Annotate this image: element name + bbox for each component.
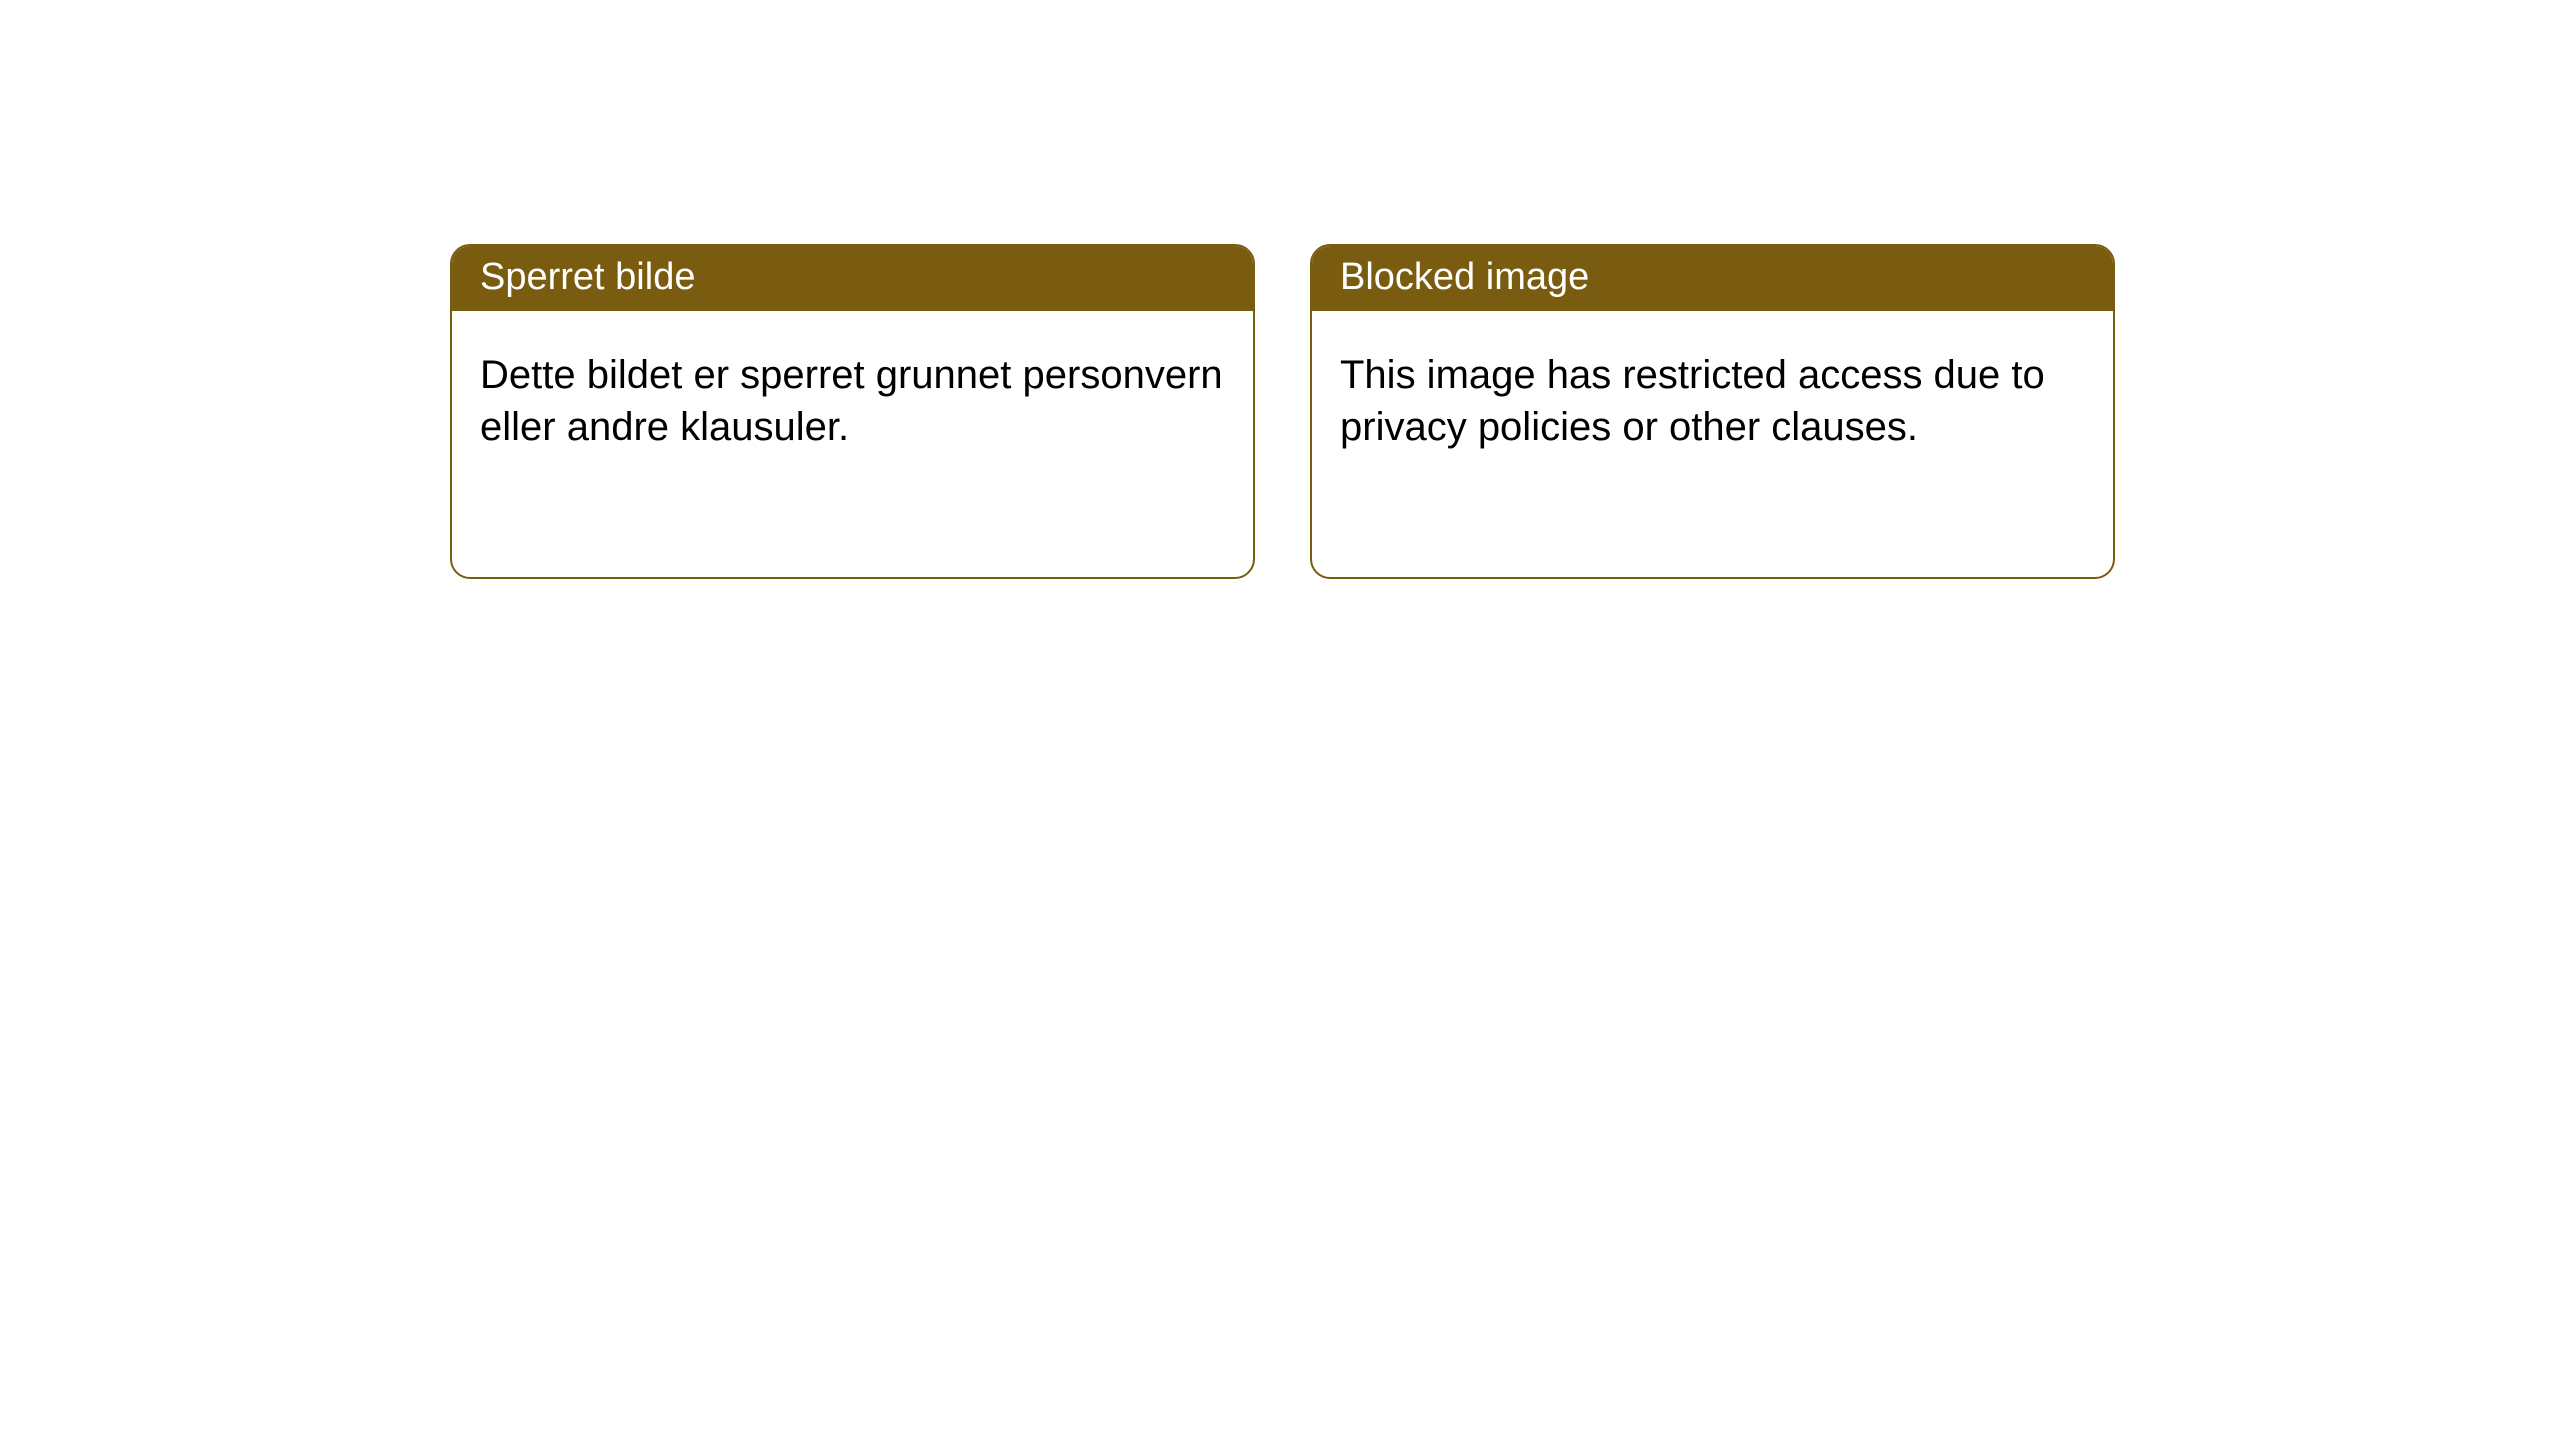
notice-card-title: Blocked image	[1312, 246, 2113, 311]
notice-card-norwegian: Sperret bilde Dette bildet er sperret gr…	[450, 244, 1255, 579]
notice-card-body: Dette bildet er sperret grunnet personve…	[452, 311, 1253, 481]
notice-container: Sperret bilde Dette bildet er sperret gr…	[0, 0, 2560, 579]
notice-card-english: Blocked image This image has restricted …	[1310, 244, 2115, 579]
notice-card-body: This image has restricted access due to …	[1312, 311, 2113, 481]
notice-card-title: Sperret bilde	[452, 246, 1253, 311]
